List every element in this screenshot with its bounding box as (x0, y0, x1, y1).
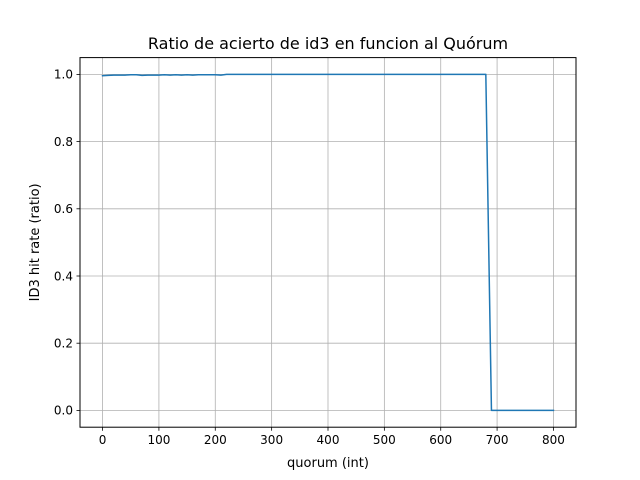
x-tick-label: 0 (99, 433, 107, 447)
y-tick-label: 0.0 (54, 404, 73, 418)
x-tick-label: 100 (147, 433, 170, 447)
x-tick-label: 800 (542, 433, 565, 447)
y-tick-label: 0.6 (54, 202, 73, 216)
y-tick-label: 1.0 (54, 68, 73, 82)
series-line (101, 73, 555, 412)
y-tick-label: 0.2 (54, 337, 73, 351)
grid (80, 57, 576, 428)
y-axis-label: ID3 hit rate (ratio) (28, 183, 43, 301)
y-tick-label: 0.4 (54, 269, 73, 283)
x-tick-label: 600 (429, 433, 452, 447)
x-tick-label: 400 (317, 433, 340, 447)
x-tick-label: 500 (373, 433, 396, 447)
chart-title: Ratio de acierto de id3 en funcion al Qu… (148, 34, 508, 53)
series-layer (101, 73, 555, 412)
x-tick-label: 200 (204, 433, 227, 447)
ticks: 0 100 200 300 400 500 600 700 800 0.0 0.2 0.4 0.6 0.8… (54, 68, 565, 448)
y-tick-label: 0.8 (54, 135, 73, 149)
x-tick-label: 300 (260, 433, 283, 447)
x-tick-label: 700 (486, 433, 509, 447)
x-axis-label: quorum (int) (287, 456, 369, 471)
